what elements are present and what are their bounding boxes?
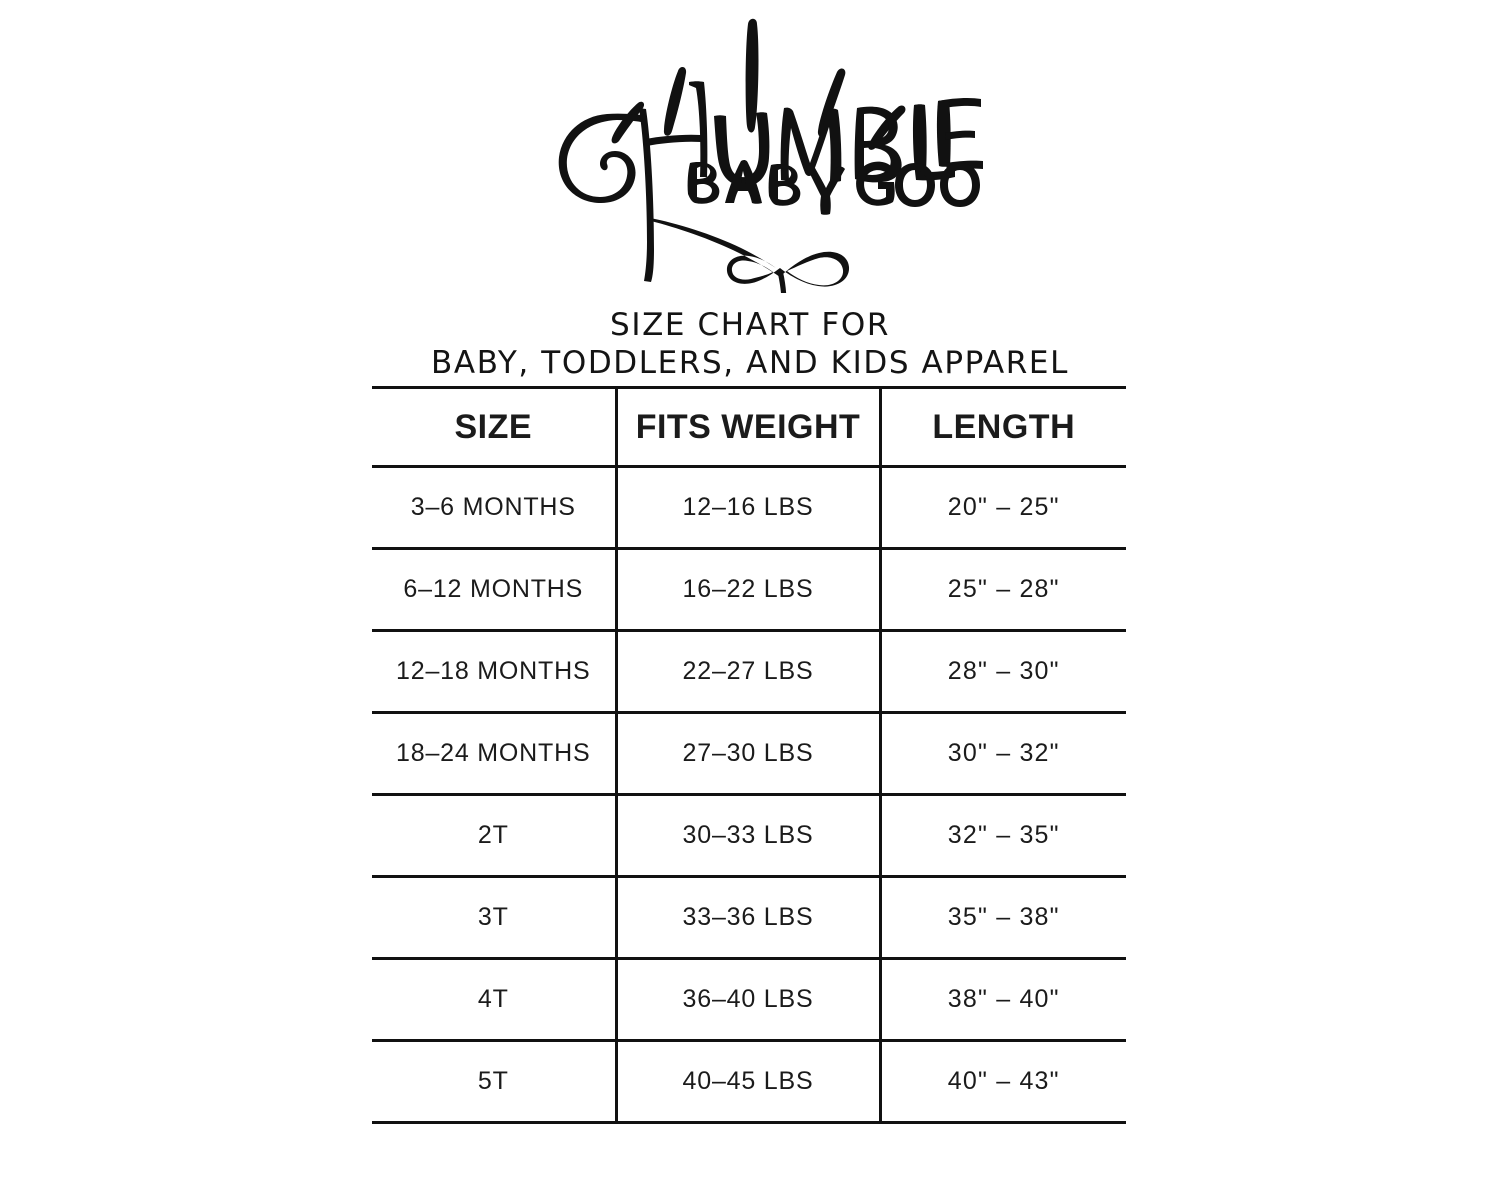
cell-weight: 33–36 LBS bbox=[616, 875, 882, 960]
page-title: SIZE CHART FOR BABY, TODDLERS, AND KIDS … bbox=[0, 306, 1500, 382]
cell-length: 28" – 30" bbox=[880, 629, 1126, 714]
table-row: 18–24 MONTHS 27–30 LBS 30" – 32" bbox=[372, 711, 1126, 796]
table-row: 5T 40–45 LBS 40" – 43" bbox=[372, 1039, 1126, 1124]
cell-weight: 12–16 LBS bbox=[616, 465, 882, 550]
logo-letter-h bbox=[558, 81, 708, 282]
table-body: 3–6 MONTHS 12–16 LBS 20" – 25" 6–12 MONT… bbox=[372, 465, 1126, 1124]
table-row: 12–18 MONTHS 22–27 LBS 28" – 30" bbox=[372, 629, 1126, 714]
column-header-length: LENGTH bbox=[880, 386, 1126, 468]
sunburst-rays-icon bbox=[611, 18, 906, 150]
cell-length: 30" – 32" bbox=[880, 711, 1126, 796]
column-header-size: SIZE bbox=[372, 386, 618, 468]
cell-length: 25" – 28" bbox=[880, 547, 1126, 632]
cell-weight: 36–40 LBS bbox=[616, 957, 882, 1042]
cell-weight: 30–33 LBS bbox=[616, 793, 882, 878]
cell-weight: 16–22 LBS bbox=[616, 547, 882, 632]
cell-length: 32" – 35" bbox=[880, 793, 1126, 878]
humble-baby-goods-logo-icon bbox=[558, 18, 983, 293]
table-header: SIZE FITS WEIGHT LENGTH bbox=[372, 386, 1126, 468]
cell-size: 5T bbox=[372, 1039, 618, 1124]
cell-length: 20" – 25" bbox=[880, 465, 1126, 550]
cell-weight: 27–30 LBS bbox=[616, 711, 882, 796]
size-table-container: SIZE FITS WEIGHT LENGTH 3–6 MONTHS 12–16… bbox=[372, 386, 1126, 1124]
cell-size: 12–18 MONTHS bbox=[372, 629, 618, 714]
table-header-row: SIZE FITS WEIGHT LENGTH bbox=[372, 386, 1126, 468]
logo-tagline-baby-goods bbox=[687, 159, 980, 215]
logo-flourish-icon bbox=[650, 218, 850, 293]
table-row: 3–6 MONTHS 12–16 LBS 20" – 25" bbox=[372, 465, 1126, 550]
cell-weight: 40–45 LBS bbox=[616, 1039, 882, 1124]
page-title-line-2: BABY, TODDLERS, AND KIDS APPAREL bbox=[431, 345, 1069, 381]
size-chart-table: SIZE FITS WEIGHT LENGTH 3–6 MONTHS 12–16… bbox=[372, 386, 1126, 1124]
cell-size: 2T bbox=[372, 793, 618, 878]
page-title-line-1: SIZE CHART FOR bbox=[610, 307, 890, 343]
cell-size: 4T bbox=[372, 957, 618, 1042]
table-row: 4T 36–40 LBS 38" – 40" bbox=[372, 957, 1126, 1042]
cell-length: 38" – 40" bbox=[880, 957, 1126, 1042]
cell-size: 18–24 MONTHS bbox=[372, 711, 618, 796]
cell-size: 6–12 MONTHS bbox=[372, 547, 618, 632]
cell-weight: 22–27 LBS bbox=[616, 629, 882, 714]
cell-length: 40" – 43" bbox=[880, 1039, 1126, 1124]
cell-size: 3T bbox=[372, 875, 618, 960]
brand-logo bbox=[0, 8, 1500, 298]
table-row: 6–12 MONTHS 16–22 LBS 25" – 28" bbox=[372, 547, 1126, 632]
table-row: 3T 33–36 LBS 35" – 38" bbox=[372, 875, 1126, 960]
cell-length: 35" – 38" bbox=[880, 875, 1126, 960]
column-header-weight: FITS WEIGHT bbox=[616, 386, 882, 468]
table-row: 2T 30–33 LBS 32" – 35" bbox=[372, 793, 1126, 878]
cell-size: 3–6 MONTHS bbox=[372, 465, 618, 550]
